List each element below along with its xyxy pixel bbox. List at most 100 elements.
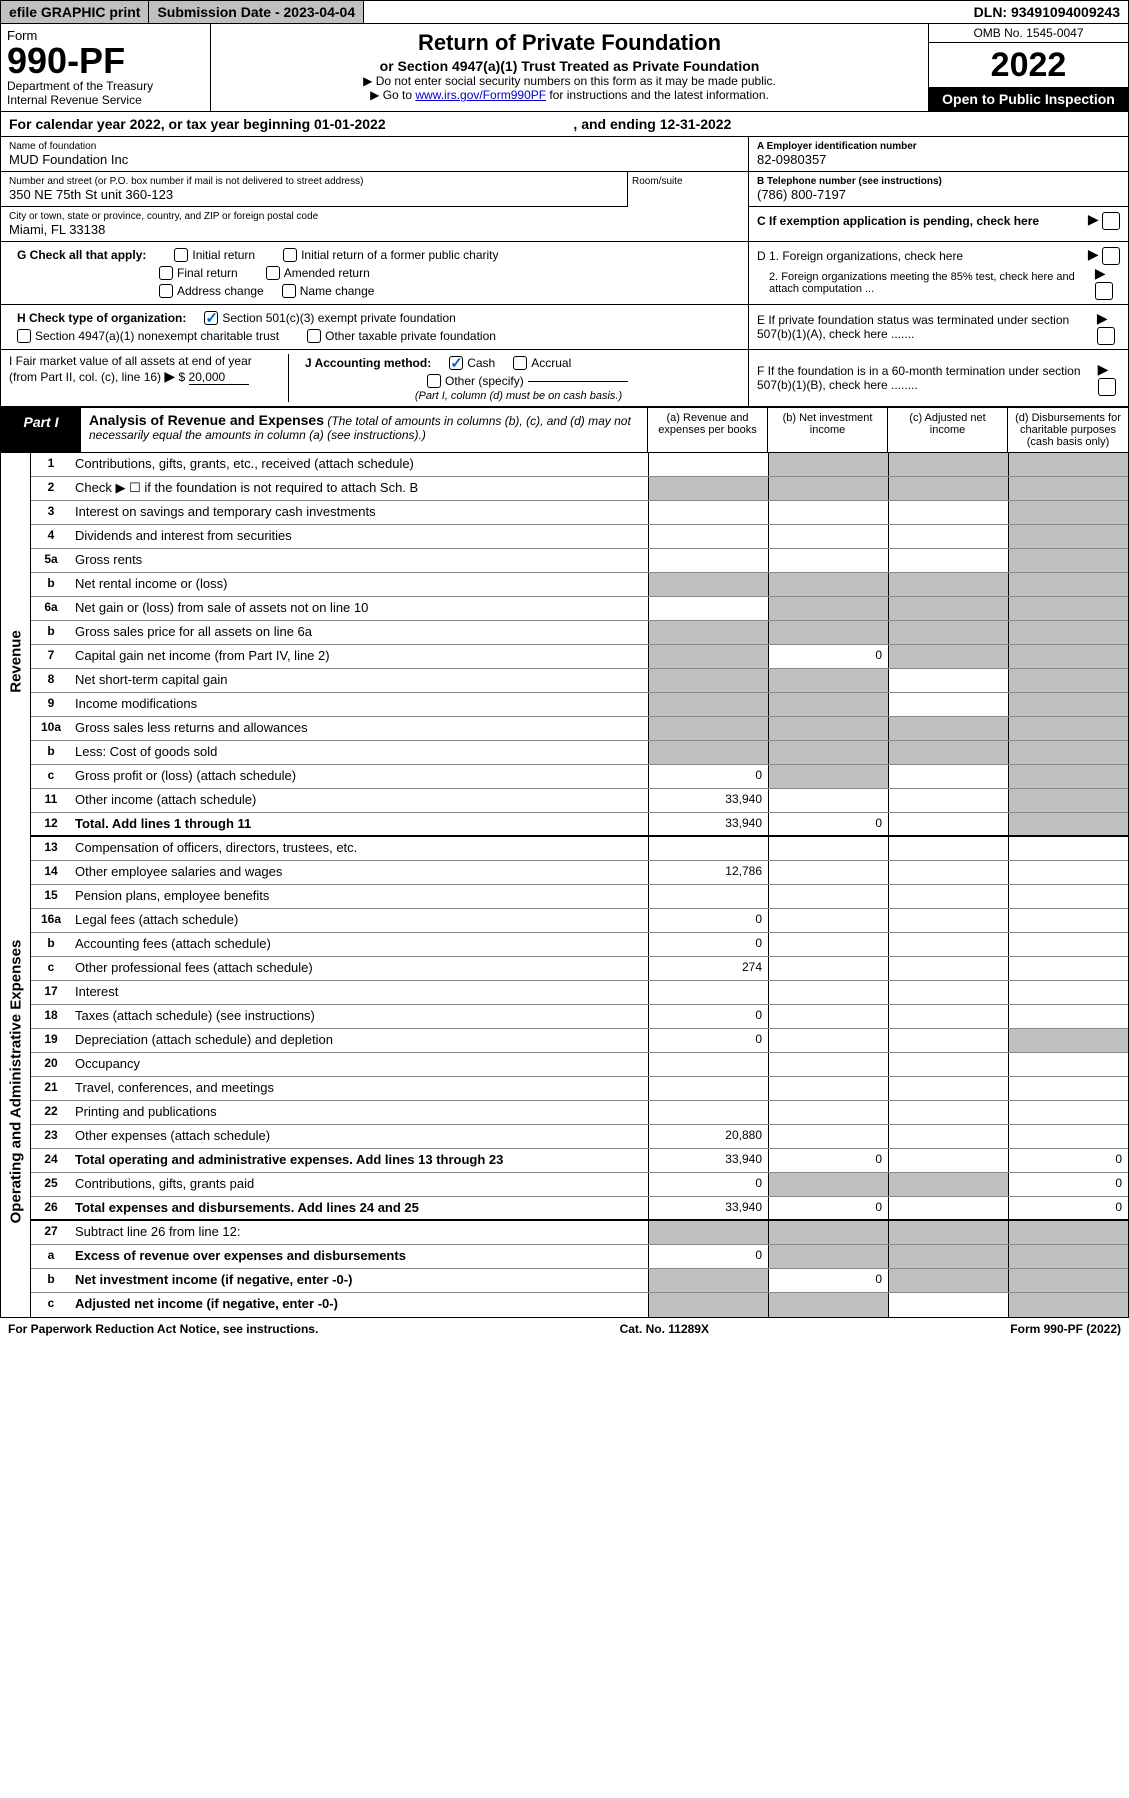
amount-cell: [888, 669, 1008, 692]
amount-cell: [888, 1077, 1008, 1100]
line-description: Dividends and interest from securities: [71, 525, 648, 548]
ssn-warning: ▶ Do not enter social security numbers o…: [221, 74, 918, 88]
amount-cell: 0: [768, 1149, 888, 1172]
arrow-icon: ▶: [1088, 211, 1099, 227]
amount-cell: [768, 741, 888, 764]
amount-cell: 0: [648, 1029, 768, 1052]
line-number: 17: [31, 981, 71, 1004]
amount-cell: [768, 1125, 888, 1148]
amount-cell: [888, 1053, 1008, 1076]
topbar: efile GRAPHIC print Submission Date - 20…: [0, 0, 1129, 24]
line-description: Travel, conferences, and meetings: [71, 1077, 648, 1100]
line-description: Other employee salaries and wages: [71, 861, 648, 884]
initial-return-checkbox[interactable]: [174, 248, 188, 262]
accrual-checkbox[interactable]: [513, 356, 527, 370]
amount-cell: [1008, 1029, 1128, 1052]
name-change-checkbox[interactable]: [282, 284, 296, 298]
amount-cell: [648, 741, 768, 764]
table-row: 1Contributions, gifts, grants, etc., rec…: [31, 453, 1128, 477]
j-method: J Accounting method: Cash Accrual Other …: [289, 354, 740, 402]
4947-checkbox[interactable]: [17, 329, 31, 343]
amount-cell: 12,786: [648, 861, 768, 884]
line-description: Depreciation (attach schedule) and deple…: [71, 1029, 648, 1052]
amount-cell: [648, 1077, 768, 1100]
line-description: Contributions, gifts, grants paid: [71, 1173, 648, 1196]
goto-pre: ▶ Go to: [370, 88, 415, 102]
dln-value: 93491094009243: [1011, 4, 1120, 20]
line-number: 1: [31, 453, 71, 476]
amount-cell: [1008, 453, 1128, 476]
line-number: 21: [31, 1077, 71, 1100]
amount-cell: [1008, 525, 1128, 548]
line-number: b: [31, 573, 71, 596]
arrow-icon: ▶: [1088, 246, 1099, 262]
amount-cell: [1008, 669, 1128, 692]
h-checks: H Check type of organization: Section 50…: [1, 305, 748, 349]
amount-cell: [888, 645, 1008, 668]
line-description: Check ▶ ☐ if the foundation is not requi…: [71, 477, 648, 500]
e-checkbox[interactable]: [1097, 327, 1115, 345]
d2-checkbox[interactable]: [1095, 282, 1113, 300]
line-number: c: [31, 1293, 71, 1317]
amount-cell: [768, 765, 888, 788]
table-row: cGross profit or (loss) (attach schedule…: [31, 765, 1128, 789]
efile-print-button[interactable]: efile GRAPHIC print: [1, 1, 149, 23]
table-row: 23Other expenses (attach schedule)20,880: [31, 1125, 1128, 1149]
line-number: 5a: [31, 549, 71, 572]
paperwork-notice: For Paperwork Reduction Act Notice, see …: [8, 1322, 318, 1336]
amount-cell: [768, 933, 888, 956]
line-number: b: [31, 741, 71, 764]
amount-cell: [768, 981, 888, 1004]
line-number: 13: [31, 837, 71, 860]
amount-cell: [888, 573, 1008, 596]
address-change-checkbox[interactable]: [159, 284, 173, 298]
line-number: a: [31, 1245, 71, 1268]
amount-cell: [888, 861, 1008, 884]
h2-label: Section 4947(a)(1) nonexempt charitable …: [35, 329, 279, 343]
col-c-header: (c) Adjusted net income: [888, 408, 1008, 452]
amount-cell: [648, 525, 768, 548]
d1-checkbox[interactable]: [1102, 247, 1120, 265]
f-checkbox[interactable]: [1098, 378, 1116, 396]
final-return-checkbox[interactable]: [159, 266, 173, 280]
amount-cell: [888, 501, 1008, 524]
col-d-header: (d) Disbursements for charitable purpose…: [1008, 408, 1128, 452]
part1-header: Part I Analysis of Revenue and Expenses …: [0, 408, 1129, 453]
501c3-checkbox[interactable]: [204, 311, 218, 325]
amount-cell: [768, 501, 888, 524]
other-method-checkbox[interactable]: [427, 374, 441, 388]
amount-cell: 0: [768, 813, 888, 835]
line-description: Total expenses and disbursements. Add li…: [71, 1197, 648, 1219]
section-g-d: G Check all that apply: Initial return I…: [0, 242, 1129, 305]
initial-former-checkbox[interactable]: [283, 248, 297, 262]
j-label: J Accounting method:: [305, 356, 431, 370]
amount-cell: [1008, 1077, 1128, 1100]
other-taxable-checkbox[interactable]: [307, 329, 321, 343]
amount-cell: 0: [648, 1245, 768, 1268]
submission-date: Submission Date - 2023-04-04: [149, 1, 364, 23]
c-checkbox[interactable]: [1102, 212, 1120, 230]
room-label: Room/suite: [628, 172, 748, 207]
amount-cell: 33,940: [648, 813, 768, 835]
amount-cell: [648, 477, 768, 500]
j-note: (Part I, column (d) must be on cash basi…: [297, 390, 740, 402]
amended-return-checkbox[interactable]: [266, 266, 280, 280]
subdate-value: 2023-04-04: [284, 4, 356, 20]
form-header: Form 990-PF Department of the Treasury I…: [0, 24, 1129, 112]
line-number: b: [31, 621, 71, 644]
line-number: 4: [31, 525, 71, 548]
cash-checkbox[interactable]: [449, 356, 463, 370]
line-description: Total operating and administrative expen…: [71, 1149, 648, 1172]
form-title: Return of Private Foundation: [221, 30, 918, 56]
amount-cell: [888, 1221, 1008, 1244]
amount-cell: [888, 693, 1008, 716]
line-number: 2: [31, 477, 71, 500]
open-inspection-badge: Open to Public Inspection: [929, 87, 1128, 111]
line-number: 9: [31, 693, 71, 716]
amount-cell: [768, 477, 888, 500]
g1-label: Initial return: [192, 248, 255, 262]
irs-link[interactable]: www.irs.gov/Form990PF: [415, 88, 546, 102]
form-ref: Form 990-PF (2022): [1010, 1322, 1121, 1336]
line-description: Other expenses (attach schedule): [71, 1125, 648, 1148]
amount-cell: [888, 717, 1008, 740]
